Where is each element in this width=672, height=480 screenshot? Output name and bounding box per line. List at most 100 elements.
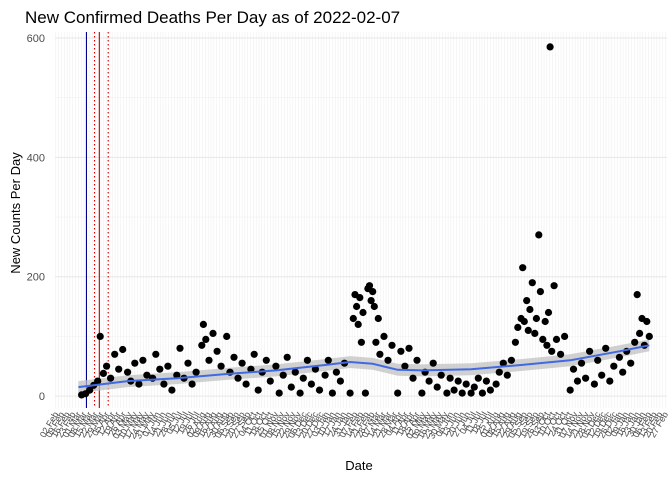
data-point xyxy=(492,380,500,388)
data-point xyxy=(573,377,582,385)
y-tick-label: 200 xyxy=(27,272,45,284)
data-point xyxy=(152,350,160,358)
data-point xyxy=(156,365,164,373)
data-point xyxy=(550,282,558,290)
data-point xyxy=(413,356,421,364)
data-point xyxy=(266,377,274,385)
data-point xyxy=(631,338,639,346)
data-point xyxy=(369,288,377,296)
data-point xyxy=(139,356,147,364)
data-point xyxy=(536,288,545,296)
data-point xyxy=(283,353,291,361)
data-point xyxy=(315,386,324,394)
data-point xyxy=(384,356,392,364)
data-point xyxy=(507,356,515,364)
data-point xyxy=(353,302,361,311)
data-point xyxy=(217,362,225,370)
grid xyxy=(55,32,667,408)
data-point xyxy=(557,350,565,358)
data-point xyxy=(528,279,536,287)
data-point xyxy=(361,389,369,397)
scatter-points xyxy=(78,43,653,399)
data-point xyxy=(437,371,445,379)
data-point xyxy=(566,386,574,394)
data-point xyxy=(546,43,554,51)
data-point xyxy=(349,314,357,323)
data-point xyxy=(176,344,184,352)
data-point xyxy=(372,338,380,346)
data-point xyxy=(643,317,651,326)
data-point xyxy=(409,374,417,382)
data-point xyxy=(321,371,329,379)
data-point xyxy=(86,386,94,394)
data-point xyxy=(524,326,532,334)
data-point xyxy=(247,365,255,373)
data-point xyxy=(397,347,405,355)
data-point xyxy=(376,350,384,358)
data-point xyxy=(388,341,396,349)
data-point xyxy=(615,353,624,361)
data-point xyxy=(380,332,388,340)
data-point xyxy=(199,320,207,328)
y-tick-labels: 0 200 400 600 xyxy=(27,33,45,403)
data-point xyxy=(168,386,176,394)
data-point xyxy=(365,282,374,290)
data-point xyxy=(532,314,541,323)
data-point xyxy=(328,389,336,397)
data-point xyxy=(548,347,556,355)
data-point xyxy=(645,332,653,340)
data-point xyxy=(394,389,402,397)
data-point xyxy=(238,359,246,367)
data-point xyxy=(606,377,614,385)
data-point xyxy=(299,374,307,382)
data-point xyxy=(405,344,413,352)
data-point xyxy=(184,359,192,367)
data-point xyxy=(531,329,539,337)
data-point xyxy=(119,345,127,354)
data-point xyxy=(429,359,437,367)
data-point xyxy=(586,347,594,355)
data-point xyxy=(262,356,270,364)
data-point xyxy=(544,308,553,317)
data-point xyxy=(135,380,143,388)
data-point xyxy=(143,371,151,379)
data-point xyxy=(458,389,466,397)
data-point xyxy=(131,359,139,367)
data-point xyxy=(418,389,426,397)
data-point xyxy=(499,359,507,367)
data-point xyxy=(577,359,586,367)
confidence-band xyxy=(78,339,650,394)
data-point xyxy=(234,374,242,382)
data-point xyxy=(374,314,382,323)
data-point xyxy=(602,344,610,352)
data-point xyxy=(336,377,344,385)
data-point xyxy=(213,347,221,355)
smooth-band xyxy=(78,339,650,394)
data-point xyxy=(359,308,367,317)
data-point xyxy=(370,302,378,311)
data-point xyxy=(103,362,111,370)
data-point xyxy=(520,317,528,326)
data-point xyxy=(287,383,295,391)
data-point xyxy=(173,371,181,379)
data-point xyxy=(198,341,206,349)
data-point xyxy=(164,362,172,370)
data-point xyxy=(279,371,287,379)
data-point xyxy=(511,338,519,346)
data-point xyxy=(296,389,304,397)
data-point xyxy=(539,335,547,343)
data-point xyxy=(446,374,454,382)
data-point xyxy=(425,377,433,385)
data-point xyxy=(633,291,641,299)
x-axis-title: Date xyxy=(345,458,372,473)
data-point xyxy=(503,371,511,379)
data-point xyxy=(619,368,627,376)
data-point xyxy=(346,389,354,397)
data-point xyxy=(569,365,578,373)
data-point xyxy=(223,332,231,340)
data-point xyxy=(303,356,311,364)
data-point xyxy=(433,383,441,391)
data-point xyxy=(250,350,258,358)
data-point xyxy=(275,389,283,397)
data-point xyxy=(202,335,210,343)
